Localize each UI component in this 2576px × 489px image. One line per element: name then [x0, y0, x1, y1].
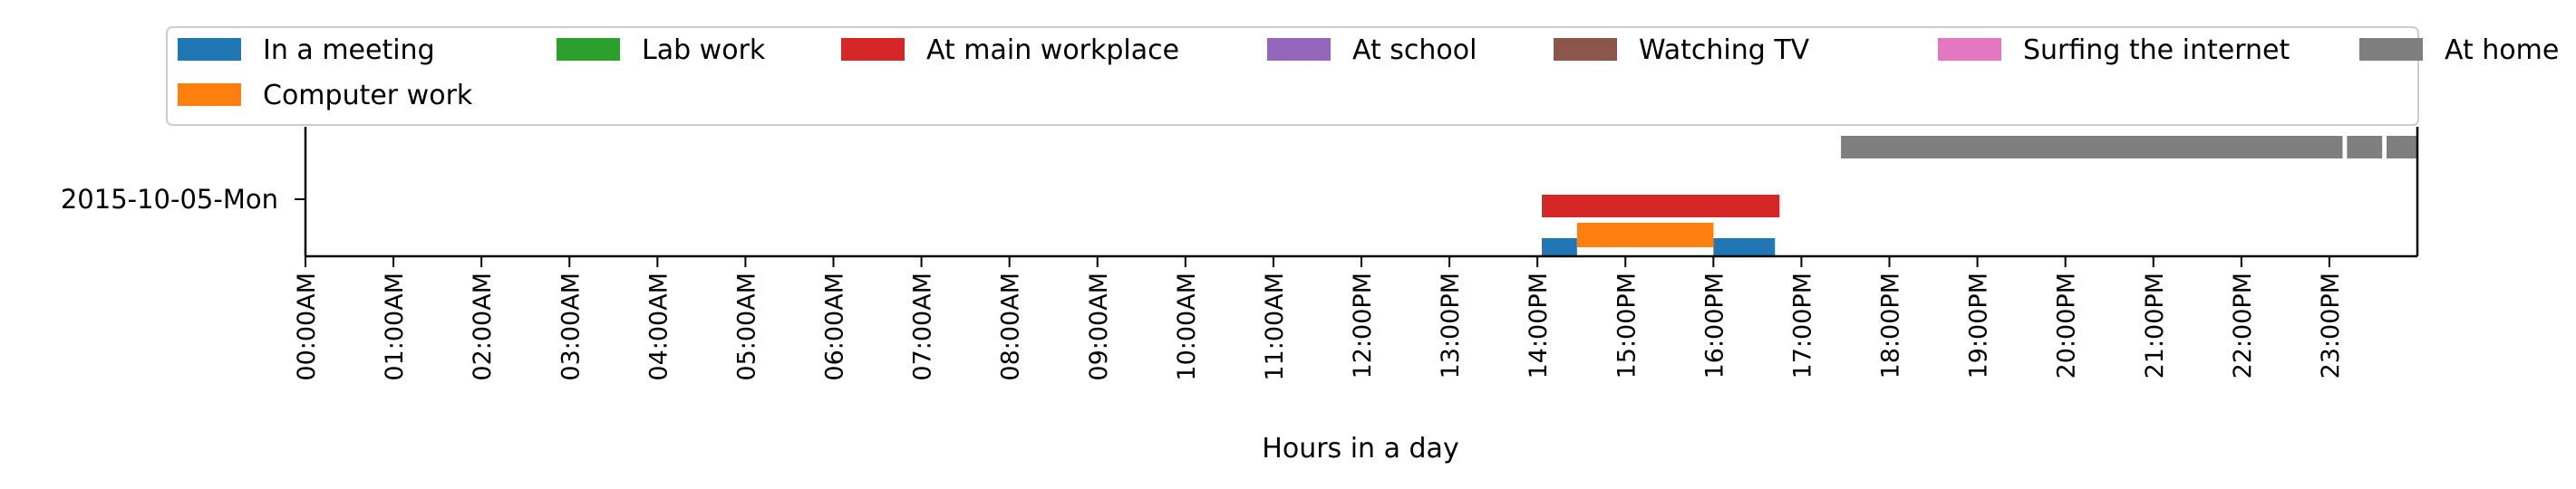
x-tick-label: 06:00AM: [821, 273, 849, 381]
legend: In a meeting Lab work At main workplace At …: [166, 26, 2559, 126]
x-tick-label: 09:00AM: [1085, 273, 1113, 381]
legend-label-at-home: At home: [2445, 34, 2559, 66]
legend-swatch-at-main-workplace: [841, 38, 905, 61]
y-tick-label: 2015-10-05-Mon: [61, 184, 278, 215]
x-tick-label: 05:00AM: [732, 273, 760, 381]
bar-at-home-1: [1841, 136, 2343, 158]
legend-swatch-lab-work: [557, 38, 620, 61]
x-axis-label: Hours in a day: [1262, 433, 1458, 465]
x-tick-label: 12:00PM: [1349, 273, 1377, 379]
legend-label-at-main-workplace: At main workplace: [926, 34, 1179, 66]
legend-frame: [166, 26, 2419, 126]
activity-bars: [1542, 136, 2417, 256]
x-tick-label: 23:00PM: [2317, 273, 2345, 379]
bar-at-main-workplace-1: [1542, 195, 1780, 217]
legend-label-lab-work: Lab work: [642, 34, 766, 66]
legend-swatch-computer-work: [178, 83, 241, 106]
x-tick-label: 14:00PM: [1525, 273, 1553, 379]
x-tick-label: 15:00PM: [1612, 273, 1641, 379]
x-tick-label: 04:00AM: [644, 273, 673, 381]
bar-at-home-2: [2347, 136, 2383, 158]
legend-label-watching-tv: Watching TV: [1639, 34, 1810, 66]
x-tick-label: 01:00AM: [381, 273, 409, 381]
x-tick-label: 08:00AM: [997, 273, 1025, 381]
x-tick-label: 17:00PM: [1788, 273, 1816, 379]
legend-label-at-school: At school: [1352, 34, 1477, 66]
x-tick-label: 11:00AM: [1261, 273, 1289, 381]
x-tick-label: 22:00PM: [2229, 273, 2257, 379]
legend-swatch-at-school: [1267, 38, 1331, 61]
x-tick-label: 18:00PM: [1877, 273, 1905, 379]
x-tick-label: 13:00PM: [1437, 273, 1465, 379]
legend-swatch-watching-tv: [1554, 38, 1617, 61]
legend-swatch-at-home: [2359, 38, 2423, 61]
bar-in-a-meeting-1: [1542, 238, 1577, 256]
x-tick-label: 19:00PM: [1965, 273, 1993, 379]
x-tick-label: 20:00PM: [2053, 273, 2081, 379]
x-tick-label: 16:00PM: [1700, 273, 1729, 379]
legend-swatch-in-a-meeting: [178, 38, 241, 61]
x-tick-label: 03:00AM: [557, 273, 585, 381]
bar-at-home-3: [2387, 136, 2417, 158]
x-tick-label: 02:00AM: [469, 273, 497, 381]
legend-label-in-a-meeting: In a meeting: [263, 34, 435, 66]
x-tick-label: 00:00AM: [293, 273, 321, 381]
legend-label-computer-work: Computer work: [263, 80, 473, 111]
bar-computer-work-1: [1576, 223, 1714, 247]
x-tick-label: 07:00AM: [909, 273, 937, 381]
x-tick-label: 21:00PM: [2141, 273, 2169, 379]
legend-swatch-surfing-the-internet: [1938, 38, 2001, 61]
plot-axes: 00:00AM 01:00AM 02:00AM 03:00AM 04:00AM 05:00…: [61, 127, 2419, 381]
x-tick-label: 10:00AM: [1173, 273, 1201, 381]
bar-in-a-meeting-2: [1713, 238, 1776, 256]
legend-label-surfing-the-internet: Surfing the internet: [2023, 34, 2290, 66]
